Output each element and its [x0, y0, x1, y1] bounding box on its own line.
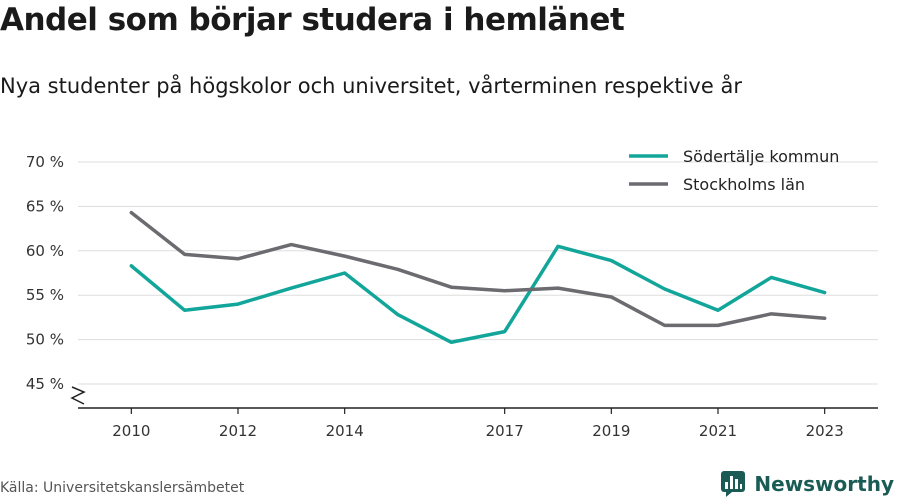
x-tick-label: 2023 — [806, 422, 844, 440]
axis-break-icon — [70, 386, 86, 405]
x-tick-label: 2014 — [326, 422, 364, 440]
brand-name: Newsworthy — [754, 472, 894, 496]
y-tick-label: 60 % — [26, 242, 64, 260]
y-tick-label: 55 % — [26, 286, 64, 304]
newsworthy-icon — [721, 471, 746, 497]
y-tick-label: 50 % — [26, 331, 64, 349]
brand-logo: Newsworthy — [720, 470, 894, 498]
series-line-stockholm — [129, 210, 827, 328]
x-tick-label: 2010 — [112, 422, 150, 440]
x-tick-label: 2017 — [486, 422, 524, 440]
x-tick-label: 2021 — [699, 422, 737, 440]
chart-title: Andel som börjar studera i hemlänet — [0, 2, 625, 38]
y-tick-label: 65 % — [26, 197, 64, 215]
chart-subtitle: Nya studenter på högskolor och universit… — [0, 74, 742, 98]
legend-label: Stockholms län — [683, 175, 805, 194]
source-note: Källa: Universitetskanslersämbetet — [0, 480, 245, 496]
x-tick-label: 2019 — [592, 422, 630, 440]
x-tick-label: 2012 — [219, 422, 257, 440]
y-tick-label: 70 % — [26, 153, 64, 171]
legend-label: Södertälje kommun — [683, 147, 839, 166]
series-line-sodertalje — [129, 244, 827, 345]
y-tick-label: 45 % — [26, 375, 64, 393]
